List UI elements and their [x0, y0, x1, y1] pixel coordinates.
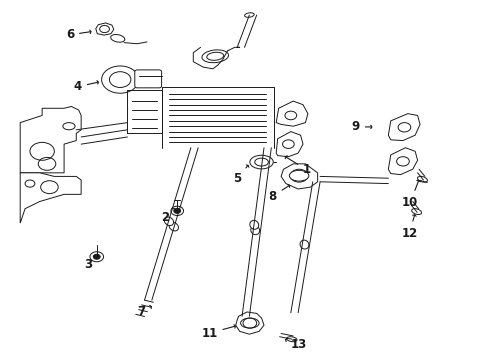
Circle shape	[93, 254, 100, 259]
Ellipse shape	[164, 217, 173, 226]
Text: 11: 11	[201, 325, 235, 339]
Ellipse shape	[300, 240, 308, 249]
Polygon shape	[235, 312, 264, 334]
Ellipse shape	[249, 220, 258, 229]
Ellipse shape	[249, 155, 273, 169]
Polygon shape	[281, 164, 317, 189]
Ellipse shape	[110, 35, 124, 42]
Text: 10: 10	[401, 180, 419, 209]
Polygon shape	[276, 132, 303, 157]
Polygon shape	[276, 101, 307, 126]
Text: 13: 13	[285, 338, 306, 351]
Polygon shape	[20, 107, 81, 173]
Polygon shape	[387, 114, 419, 140]
Ellipse shape	[417, 176, 427, 182]
Text: 2: 2	[161, 208, 175, 224]
Ellipse shape	[169, 222, 178, 231]
Ellipse shape	[254, 158, 268, 166]
Ellipse shape	[202, 50, 228, 63]
Text: 12: 12	[400, 215, 417, 239]
Polygon shape	[387, 148, 417, 175]
Ellipse shape	[250, 226, 259, 235]
Ellipse shape	[244, 13, 254, 17]
Ellipse shape	[63, 123, 75, 130]
Circle shape	[173, 208, 180, 213]
Text: 6: 6	[66, 28, 91, 41]
Ellipse shape	[286, 337, 296, 342]
Text: 9: 9	[351, 121, 371, 134]
Ellipse shape	[240, 318, 259, 328]
Polygon shape	[96, 23, 114, 35]
FancyBboxPatch shape	[135, 70, 161, 88]
Text: 5: 5	[233, 165, 248, 185]
Text: 7: 7	[137, 305, 151, 318]
Ellipse shape	[206, 52, 223, 60]
Text: 3: 3	[84, 256, 96, 271]
Text: 4: 4	[74, 80, 98, 93]
Polygon shape	[20, 173, 81, 223]
Ellipse shape	[289, 170, 308, 181]
Text: 1: 1	[285, 156, 310, 176]
Text: 8: 8	[268, 184, 289, 203]
Ellipse shape	[411, 209, 421, 215]
